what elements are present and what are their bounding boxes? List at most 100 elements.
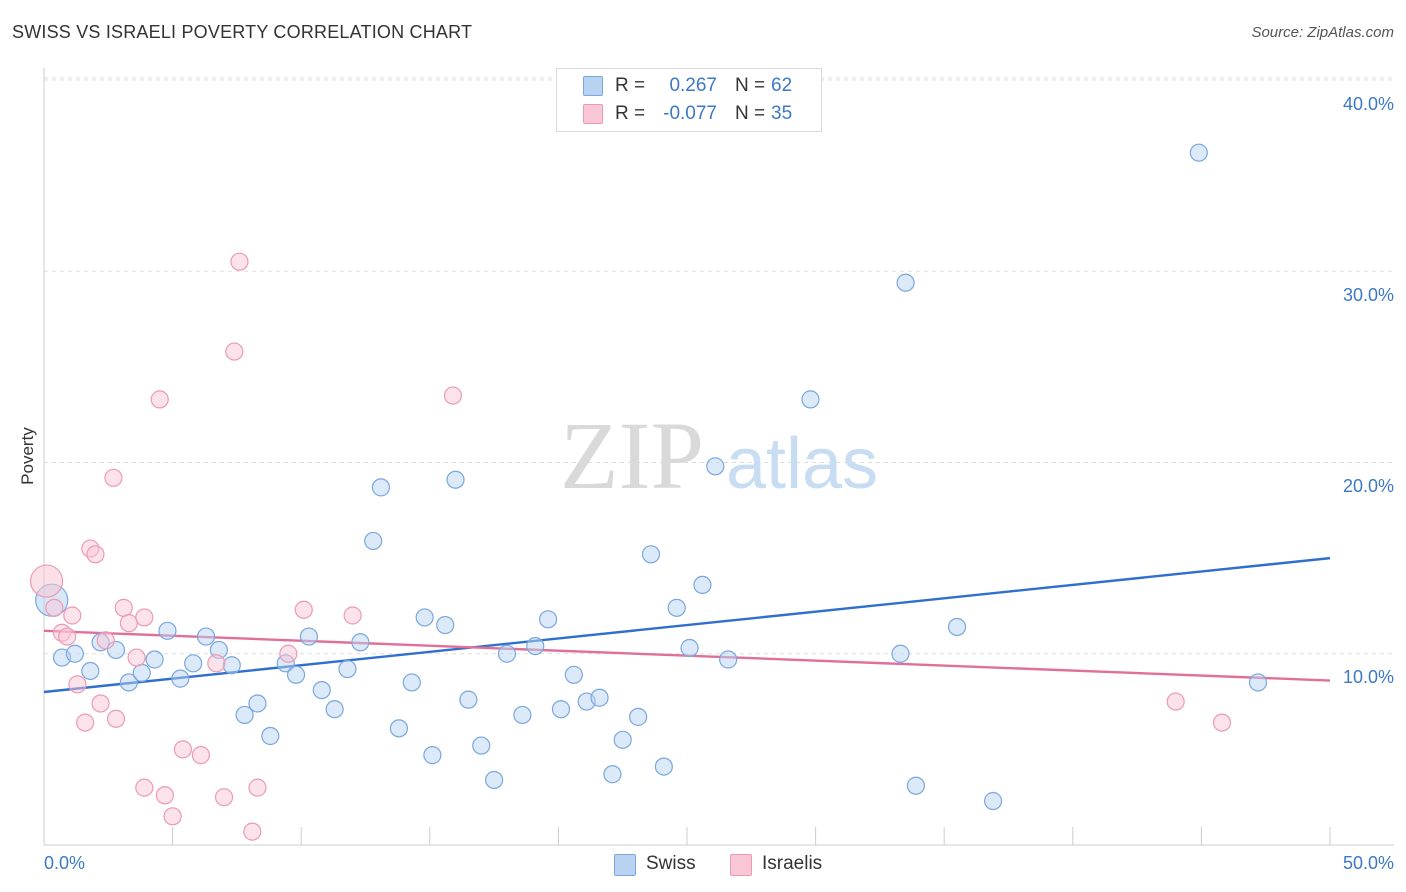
israelis-point: [150, 390, 169, 409]
israelis-point: [1212, 713, 1232, 732]
swiss-point: [65, 644, 84, 663]
swiss-point: [891, 644, 910, 663]
israelis-r-value: -0.077: [663, 103, 717, 124]
swiss-point: [706, 457, 725, 476]
israelis-n-value: 35: [771, 103, 793, 124]
israelis-swatch: [583, 104, 603, 124]
swiss-swatch: [583, 76, 603, 96]
israelis-point: [91, 694, 110, 713]
israelis-point: [29, 564, 64, 598]
israelis-point: [86, 545, 105, 564]
legend-israelis-swatch: [730, 854, 752, 876]
israelis-point: [63, 606, 82, 625]
legend-swiss-label: Swiss: [646, 853, 696, 874]
swiss-point: [526, 636, 545, 656]
swiss-point: [436, 615, 455, 635]
legend-row-swiss: R = 0.267 N = 62: [557, 73, 821, 99]
swiss-point: [513, 705, 532, 725]
stats-legend: R = 0.267 N = 62 R = -0.077 N = 35: [556, 68, 822, 132]
swiss-r-value: 0.267: [669, 75, 717, 96]
swiss-point: [415, 608, 434, 627]
swiss-point: [896, 273, 915, 292]
swiss-point: [119, 673, 138, 692]
israelis-point: [104, 468, 123, 487]
swiss-point: [641, 545, 661, 564]
swiss-point: [364, 531, 383, 551]
swiss-point: [145, 650, 164, 669]
swiss-point: [371, 478, 391, 497]
legend-row-israelis: R = -0.077 N = 35: [557, 101, 821, 127]
swiss-point: [551, 700, 571, 719]
israelis-r-label: R =: [615, 103, 646, 124]
swiss-point: [312, 680, 331, 700]
swiss-point: [719, 650, 738, 669]
israelis-point: [1166, 692, 1185, 711]
israelis-point: [243, 822, 262, 841]
trend-line-swiss: [43, 556, 1331, 694]
legend-israelis-label: Israelis: [762, 853, 823, 874]
grid-lines: [44, 77, 1394, 655]
israelis-point: [45, 598, 64, 617]
israelis-point: [279, 644, 298, 663]
swiss-point: [801, 390, 820, 409]
israelis-point: [135, 778, 154, 797]
swiss-point: [222, 656, 241, 675]
swiss-point: [603, 765, 622, 784]
y-tick-label-10: 10.0%: [1343, 667, 1394, 687]
swiss-point: [459, 690, 478, 709]
swiss-point: [446, 470, 465, 489]
israelis-point: [96, 631, 115, 650]
data-points: [29, 143, 1268, 841]
swiss-point: [539, 610, 558, 629]
watermark-zip: ZIP: [560, 402, 704, 509]
swiss-point: [235, 705, 254, 725]
legend-swiss-swatch: [614, 854, 636, 876]
y-tick-label-20: 20.0%: [1343, 476, 1394, 496]
swiss-n-value: 62: [771, 75, 793, 96]
swiss-point: [261, 726, 280, 746]
swiss-point: [590, 688, 609, 707]
swiss-point: [402, 673, 421, 692]
y-axis-label: Poverty: [18, 427, 37, 485]
swiss-point: [184, 654, 203, 673]
israelis-point: [135, 608, 154, 627]
israelis-point: [119, 614, 138, 633]
swiss-r-label: R =: [615, 75, 646, 96]
swiss-point: [351, 633, 370, 652]
swiss-point: [389, 719, 409, 738]
swiss-point: [472, 736, 491, 755]
israelis-point: [230, 252, 249, 271]
swiss-point: [947, 617, 967, 637]
swiss-point: [1248, 673, 1268, 692]
swiss-point: [983, 791, 1003, 811]
israelis-point: [173, 740, 192, 759]
swiss-point: [693, 575, 712, 595]
israelis-point: [214, 788, 234, 807]
israelis-point: [58, 627, 77, 646]
swiss-point: [81, 661, 100, 681]
israelis-point: [127, 648, 146, 667]
swiss-point: [497, 644, 517, 663]
x-tick-label-1: 50.0%: [1343, 853, 1394, 873]
israelis-point: [155, 786, 174, 805]
israelis-point: [163, 807, 182, 826]
swiss-point: [325, 700, 344, 719]
swiss-point: [564, 665, 583, 684]
swiss-point: [667, 598, 686, 617]
watermark-atlas: atlas: [726, 424, 878, 504]
source-label: Source: ZipAtlas.com: [1251, 24, 1394, 41]
swiss-point: [196, 627, 216, 646]
israelis-point: [225, 342, 244, 361]
swiss-point: [680, 638, 699, 658]
swiss-point: [1189, 143, 1208, 162]
swiss-point: [629, 707, 648, 726]
israelis-point: [248, 778, 267, 797]
swiss-point: [248, 694, 267, 713]
y-tick-label-30: 30.0%: [1343, 285, 1394, 305]
israelis-point: [207, 654, 226, 673]
israelis-point: [191, 746, 210, 765]
axes: [43, 68, 1394, 846]
watermark: ZIP atlas: [560, 402, 878, 509]
chart-title: SWISS VS ISRAELI POVERTY CORRELATION CHA…: [12, 22, 473, 42]
